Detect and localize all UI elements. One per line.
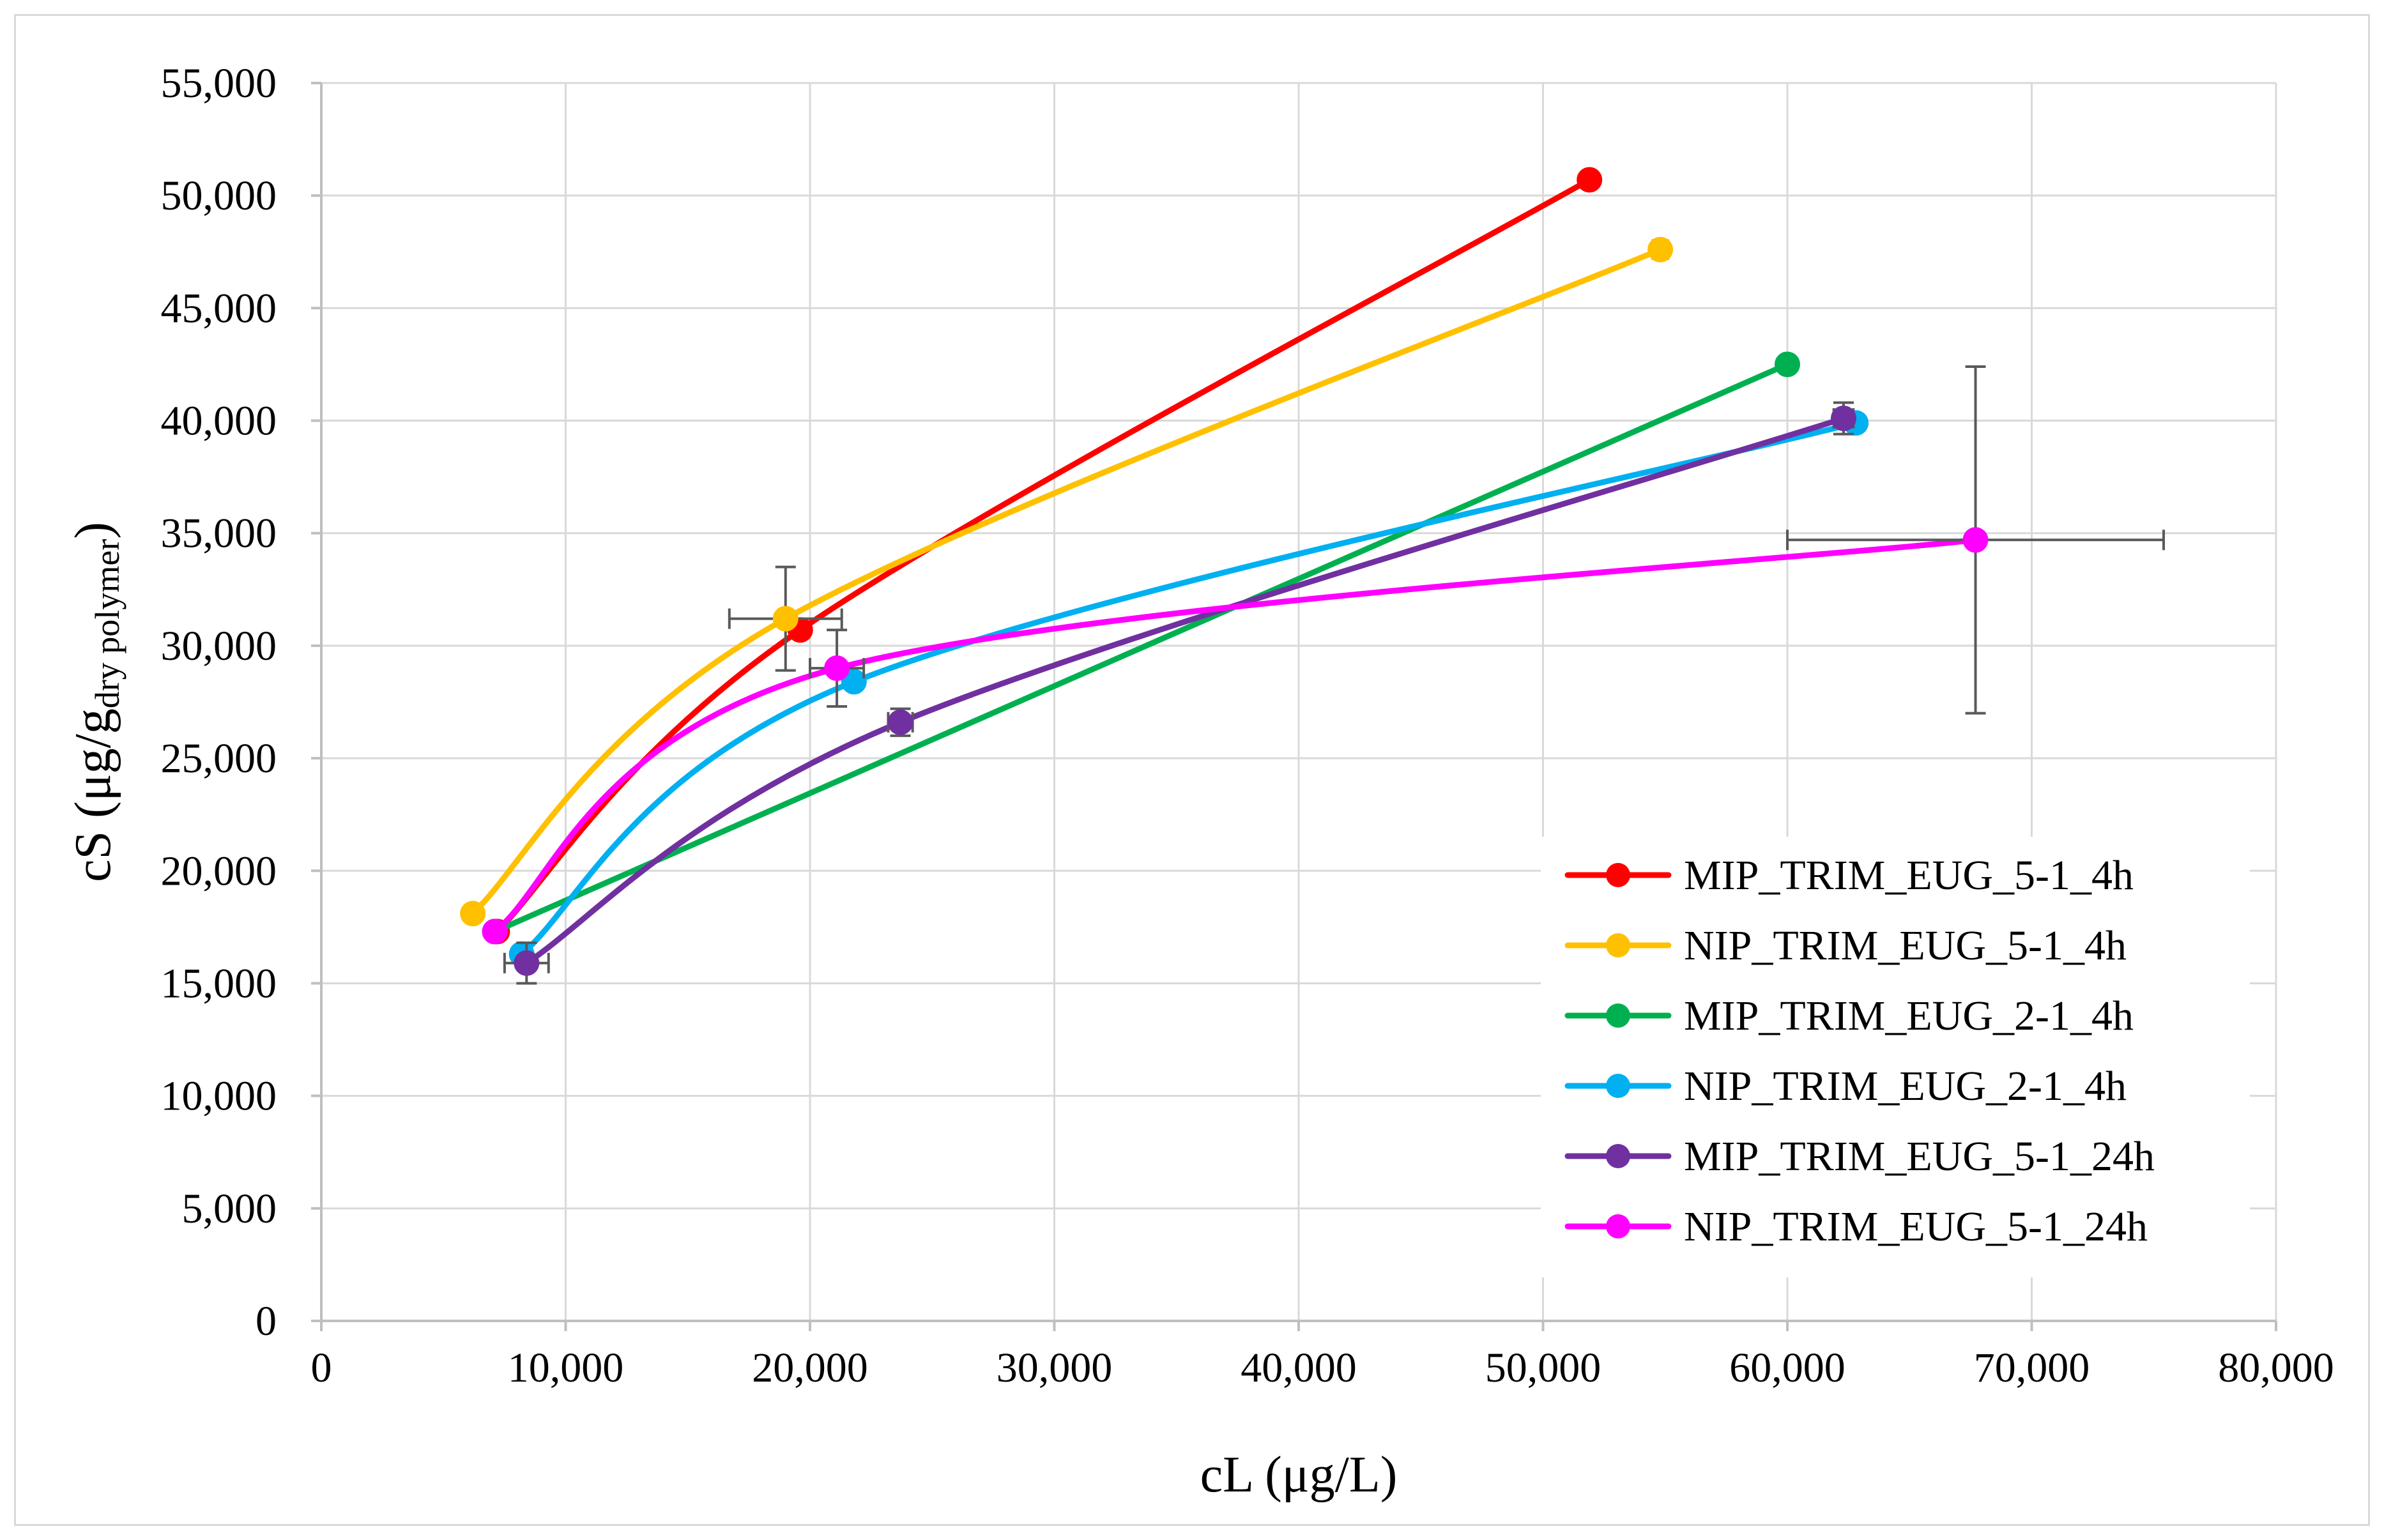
data-point	[460, 901, 486, 927]
y-tick-label: 30,000	[161, 623, 277, 669]
y-tick-label: 15,000	[161, 960, 277, 1007]
y-tick-label: 55,000	[161, 60, 277, 107]
series-NIP_TRIM_EUG_5-1_24h	[482, 365, 2166, 945]
series-MIP_TRIM_EUG_5-1_4h	[484, 167, 1603, 945]
legend-background	[1541, 837, 2250, 1277]
legend-label: MIP_TRIM_EUG_2-1_4h	[1684, 993, 2134, 1039]
data-point	[1647, 236, 1674, 263]
series-line	[492, 537, 1979, 934]
x-tick-label: 70,000	[1974, 1345, 2090, 1391]
legend-label: NIP_TRIM_EUG_2-1_4h	[1684, 1063, 2127, 1109]
x-tick-label: 10,000	[508, 1345, 624, 1391]
y-tick-label: 0	[256, 1298, 277, 1345]
legend-marker	[1606, 933, 1630, 957]
y-tick-label: 50,000	[161, 172, 277, 219]
data-point	[772, 606, 798, 632]
x-tick-label: 20,000	[752, 1345, 868, 1391]
x-tick-label: 80,000	[2218, 1345, 2334, 1391]
y-tick-label: 45,000	[161, 285, 277, 332]
legend-marker	[1606, 1003, 1630, 1028]
y-tick-label: 20,000	[161, 848, 277, 894]
y-axis-title-subscript: dry polymer	[88, 539, 126, 708]
series-line	[470, 247, 1663, 917]
axis-layer: 0 10,000 20,000 30,000 40,000 50,000 60,000 70,…	[161, 60, 2334, 1391]
legend-label: NIP_TRIM_EUG_5-1_24h	[1684, 1203, 2148, 1250]
x-tick-label: 30,000	[997, 1345, 1113, 1391]
y-axis-title: cS (μg/gdry polymer)	[65, 522, 126, 882]
series-line	[494, 177, 1593, 934]
legend-marker	[1606, 863, 1630, 887]
x-tick-label: 50,000	[1485, 1345, 1601, 1391]
legend-label: MIP_TRIM_EUG_5-1_24h	[1684, 1133, 2155, 1180]
y-tick-label: 5,000	[182, 1185, 277, 1232]
legend-marker	[1606, 1074, 1630, 1098]
y-tick-label: 25,000	[161, 735, 277, 782]
legend-label: MIP_TRIM_EUG_5-1_4h	[1684, 852, 2134, 899]
data-point	[1830, 406, 1856, 432]
y-tick-label: 10,000	[161, 1073, 277, 1120]
legend-label: NIP_TRIM_EUG_5-1_4h	[1684, 922, 2127, 969]
data-point	[841, 669, 867, 695]
series-NIP_TRIM_EUG_5-1_4h	[460, 236, 1674, 927]
data-point	[482, 919, 508, 945]
y-axis-title-main: cS (μg/g	[65, 708, 121, 882]
data-point	[1775, 351, 1800, 377]
x-axis-title: cL (μg/L)	[1200, 1447, 1398, 1503]
data-point	[1577, 167, 1603, 193]
legend: MIP_TRIM_EUG_5-1_4h NIP_TRIM_EUG_5-1_4h MI…	[1541, 837, 2250, 1277]
data-point	[514, 950, 540, 976]
y-tick-label: 35,000	[161, 510, 277, 557]
series-MIP_TRIM_EUG_5-1_24h	[503, 401, 1856, 985]
legend-marker	[1606, 1214, 1630, 1239]
data-point	[1962, 527, 1989, 553]
series-layer	[460, 167, 2166, 985]
series-line	[523, 415, 1847, 966]
series-line	[492, 361, 1791, 934]
x-tick-label: 0	[311, 1345, 332, 1391]
data-point	[887, 709, 913, 735]
data-point	[824, 655, 850, 682]
x-tick-label: 40,000	[1241, 1345, 1357, 1391]
y-axis-title-close: )	[65, 522, 121, 539]
y-tick-label: 40,000	[161, 398, 277, 445]
x-tick-label: 60,000	[1729, 1345, 1845, 1391]
legend-marker	[1606, 1144, 1630, 1168]
